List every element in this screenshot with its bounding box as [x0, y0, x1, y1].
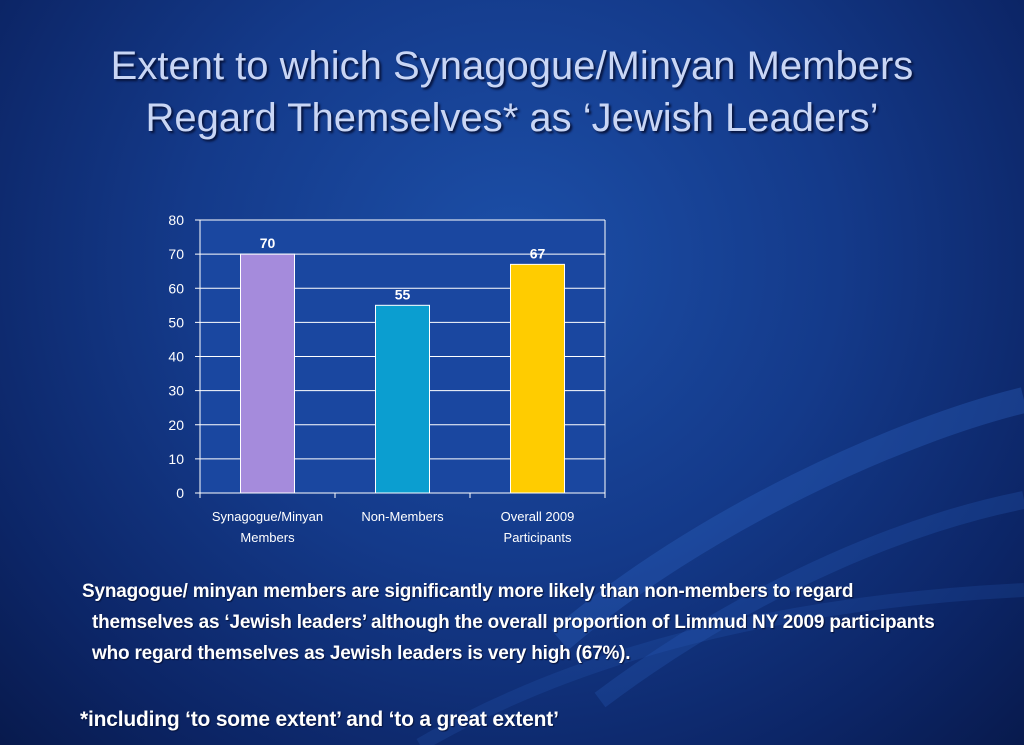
x-category-label: Synagogue/Minyan [212, 509, 323, 524]
y-tick-label: 40 [168, 349, 184, 365]
bar [510, 263, 565, 494]
x-category-label: Participants [504, 530, 572, 545]
y-tick-label: 70 [168, 246, 184, 262]
y-tick-label: 10 [168, 451, 184, 467]
y-tick-label: 60 [168, 280, 184, 296]
x-category-label: Non-Members [361, 509, 444, 524]
y-tick-label: 20 [168, 417, 184, 433]
x-category-label: Members [240, 530, 295, 545]
y-tick-label: 80 [168, 212, 184, 228]
bar [375, 304, 430, 494]
bar [240, 253, 295, 494]
data-label: 67 [530, 245, 546, 261]
title-line-1: Extent to which Synagogue/Minyan Members [110, 44, 914, 88]
x-category-label: Overall 2009 [501, 509, 575, 524]
y-tick-label: 50 [168, 314, 184, 330]
summary-text: Synagogue/ minyan members are significan… [82, 581, 935, 664]
y-tick-label: 0 [176, 485, 184, 501]
footnote: *including ‘to some extent’ and ‘to a gr… [80, 708, 559, 731]
slide-title: Extent to which Synagogue/Minyan Members… [0, 40, 1024, 144]
title-line-2: Regard Themselves* as ‘Jewish Leaders’ [145, 96, 879, 140]
data-label: 70 [260, 235, 276, 251]
y-tick-label: 30 [168, 383, 184, 399]
data-label: 55 [395, 286, 411, 302]
